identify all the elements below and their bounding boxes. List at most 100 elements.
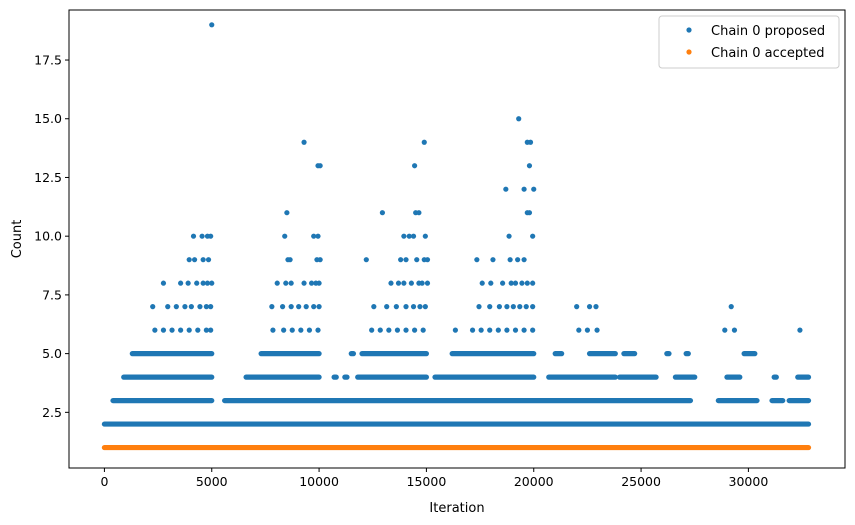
proposed-point: [531, 186, 537, 192]
y-tick-label: 2.5: [42, 405, 62, 420]
proposed-point: [317, 163, 323, 169]
proposed-point: [160, 280, 167, 286]
proposed-point: [797, 327, 803, 333]
proposed-point: [530, 327, 536, 333]
proposed-point: [507, 257, 513, 263]
x-tick-label: 30000: [729, 474, 769, 489]
legend: Chain 0 proposed Chain 0 accepted: [658, 15, 840, 69]
legend-label-accepted: Chain 0 accepted: [711, 46, 825, 61]
proposed-point: [419, 280, 425, 286]
proposed-point: [401, 233, 407, 239]
x-tick-label: 25000: [621, 474, 661, 489]
proposed-point: [194, 280, 200, 286]
proposed-point: [504, 327, 510, 333]
proposed-point: [394, 327, 401, 333]
proposed-point: [160, 327, 167, 333]
proposed-point: [279, 304, 286, 310]
x-tick-label: 10000: [299, 474, 339, 489]
proposed-point: [388, 280, 394, 286]
proposed-point: [191, 257, 198, 263]
proposed-point: [414, 257, 420, 263]
proposed-point: [408, 280, 414, 286]
proposed-point: [521, 186, 527, 192]
y-tick-label: 12.5: [34, 170, 62, 185]
proposed-point: [516, 116, 522, 122]
proposed-point: [416, 210, 422, 216]
proposed-point: [574, 304, 580, 310]
x-axis-label: Iteration: [429, 501, 484, 516]
proposed-point: [209, 280, 215, 286]
proposed-point: [203, 327, 209, 333]
proposed-point: [524, 280, 530, 286]
proposed-point: [479, 280, 485, 286]
proposed-point: [287, 257, 293, 263]
proposed-point: [422, 233, 428, 239]
x-tick-label: 20000: [514, 474, 554, 489]
proposed-point: [178, 280, 184, 286]
axes-frame: [68, 9, 846, 469]
proposed-point: [288, 280, 294, 286]
proposed-point: [274, 280, 280, 286]
proposed-point: [208, 233, 214, 239]
proposed-point: [283, 280, 289, 286]
proposed-point: [203, 304, 209, 310]
proposed-point: [182, 304, 188, 310]
proposed-point: [398, 257, 404, 263]
proposed-point: [315, 327, 321, 333]
proposed-point: [406, 233, 412, 239]
proposed-point: [204, 280, 211, 286]
proposed-point: [478, 327, 484, 333]
x-tick-label: 0: [100, 474, 108, 489]
proposed-point: [521, 327, 527, 333]
proposed-point: [188, 304, 194, 310]
proposed-point: [420, 327, 426, 333]
proposed-point: [576, 327, 582, 333]
proposed-point: [474, 257, 480, 263]
proposed-point: [208, 304, 214, 310]
proposed-point: [487, 327, 493, 333]
proposed-point: [731, 327, 738, 333]
proposed-point: [519, 280, 525, 286]
proposed-point: [315, 233, 321, 239]
plot-area: [101, 22, 812, 451]
proposed-point: [526, 163, 533, 169]
proposed-point: [284, 210, 290, 216]
proposed-point: [476, 304, 482, 310]
proposed-point: [594, 327, 600, 333]
proposed-point: [517, 304, 523, 310]
proposed-point: [512, 327, 519, 333]
proposed-point: [728, 304, 734, 310]
proposed-point: [487, 304, 493, 310]
proposed-point: [395, 280, 402, 286]
proposed-point: [195, 327, 201, 333]
y-tick-label: 17.5: [34, 53, 62, 68]
proposed-point: [527, 139, 534, 145]
proposed-point: [515, 257, 521, 263]
y-axis-label: Count: [10, 220, 25, 259]
proposed-point: [490, 257, 496, 263]
proposed-point: [403, 327, 409, 333]
proposed-point: [197, 304, 203, 310]
proposed-point: [311, 233, 317, 239]
proposed-point: [208, 327, 214, 333]
proposed-point: [403, 257, 409, 263]
proposed-point: [722, 327, 728, 333]
proposed-point: [384, 304, 390, 310]
proposed-point: [289, 327, 295, 333]
proposed-point: [169, 327, 175, 333]
proposed-point: [185, 280, 191, 286]
proposed-point: [584, 327, 591, 333]
proposed-point: [269, 304, 275, 310]
proposed-point: [586, 304, 593, 310]
proposed-point: [508, 280, 514, 286]
proposed-point: [379, 210, 386, 216]
proposed-point: [421, 139, 427, 145]
proposed-point: [288, 304, 294, 310]
proposed-point: [301, 280, 307, 286]
proposed-point: [496, 304, 502, 310]
proposed-point: [530, 304, 536, 310]
proposed-point: [178, 327, 184, 333]
proposed-point: [412, 163, 418, 169]
